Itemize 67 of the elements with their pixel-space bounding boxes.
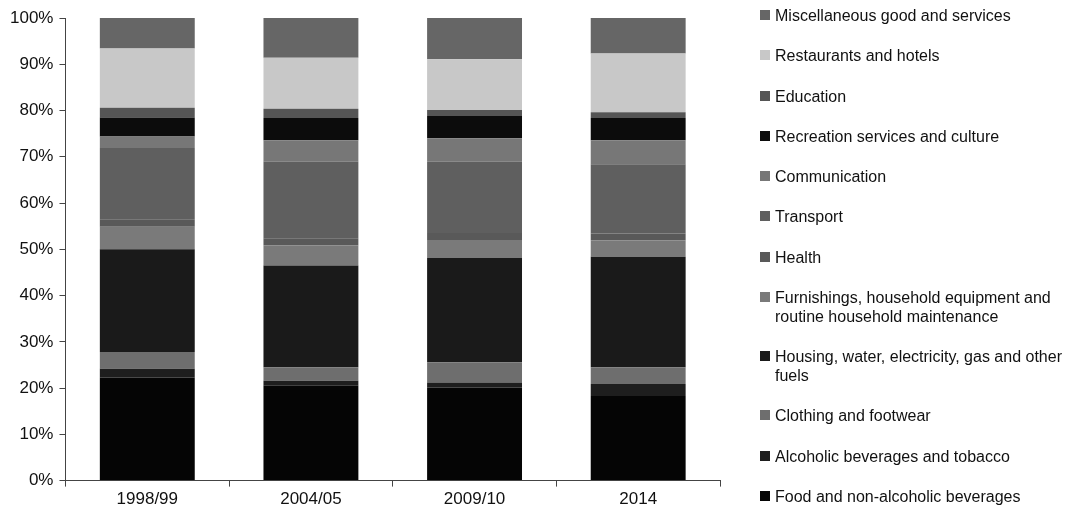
y-tick-label: 10% — [19, 424, 54, 444]
x-tick-label: 2009/10 — [443, 489, 506, 509]
y-tick-label: 20% — [19, 377, 54, 397]
bar — [99, 48, 195, 108]
bar — [99, 18, 195, 49]
bar — [99, 368, 195, 378]
bar — [263, 367, 359, 381]
bar — [590, 140, 686, 165]
bar — [590, 383, 686, 396]
bar — [99, 249, 195, 352]
bar — [263, 18, 359, 58]
bar — [99, 377, 195, 481]
y-tick-label: 100% — [10, 7, 54, 27]
bar — [99, 136, 195, 148]
y-tick-label: 40% — [19, 285, 54, 305]
bar — [427, 59, 523, 111]
y-tick-label: 70% — [19, 146, 54, 166]
legend-label: Furnishings, household equipment and routine household maintenance — [775, 287, 1052, 326]
bar — [590, 53, 686, 113]
bar — [427, 240, 523, 259]
legend-label: Recreation services and culture — [775, 126, 1000, 146]
bar — [590, 367, 686, 384]
legend-label: Health — [775, 247, 822, 267]
bar — [263, 380, 359, 386]
bar — [427, 138, 523, 162]
bar — [263, 108, 359, 118]
bar — [427, 116, 523, 139]
bar — [590, 112, 686, 118]
bar — [427, 362, 523, 383]
y-tick-label: 30% — [19, 331, 54, 351]
y-tick-label: 50% — [19, 238, 54, 258]
bar — [99, 226, 195, 250]
bar — [263, 245, 359, 266]
legend-label: Housing, water, electricity, gas and other fuels — [775, 347, 1063, 386]
x-tick-label: 1998/99 — [116, 489, 179, 509]
legend-label: Education — [775, 86, 847, 106]
bar — [99, 117, 195, 137]
bar — [263, 385, 359, 481]
bar — [590, 240, 686, 257]
bar — [427, 387, 523, 481]
legend-label: Transport — [775, 207, 843, 227]
bar — [427, 18, 523, 60]
legend-label: Communication — [775, 167, 887, 187]
bar — [427, 382, 523, 388]
y-tick-label: 60% — [19, 192, 54, 212]
bar — [263, 140, 359, 162]
x-tick-label: 2004/05 — [280, 489, 342, 509]
legend-label: Clothing and footwear — [775, 406, 931, 426]
legend-label: Restaurants and hotels — [775, 46, 940, 66]
y-tick-label: 80% — [19, 100, 54, 120]
bar — [590, 18, 686, 54]
bar — [263, 57, 359, 109]
bar — [99, 352, 195, 369]
y-tick-label: 0% — [28, 470, 54, 490]
bar — [590, 117, 686, 141]
bar — [427, 258, 523, 363]
legend-label: Miscellaneous good and services — [775, 6, 1011, 25]
bar — [263, 117, 359, 141]
bar — [99, 107, 195, 118]
x-tick-label: 2014 — [619, 489, 658, 509]
legend-label: Food and non-alcoholic beverages — [775, 486, 1021, 506]
bar — [590, 395, 686, 481]
bar — [590, 256, 686, 368]
legend-label: Alcoholic beverages and tobacco — [775, 446, 1010, 466]
bar — [427, 110, 523, 117]
bar — [263, 265, 359, 368]
y-tick-label: 90% — [19, 53, 54, 73]
